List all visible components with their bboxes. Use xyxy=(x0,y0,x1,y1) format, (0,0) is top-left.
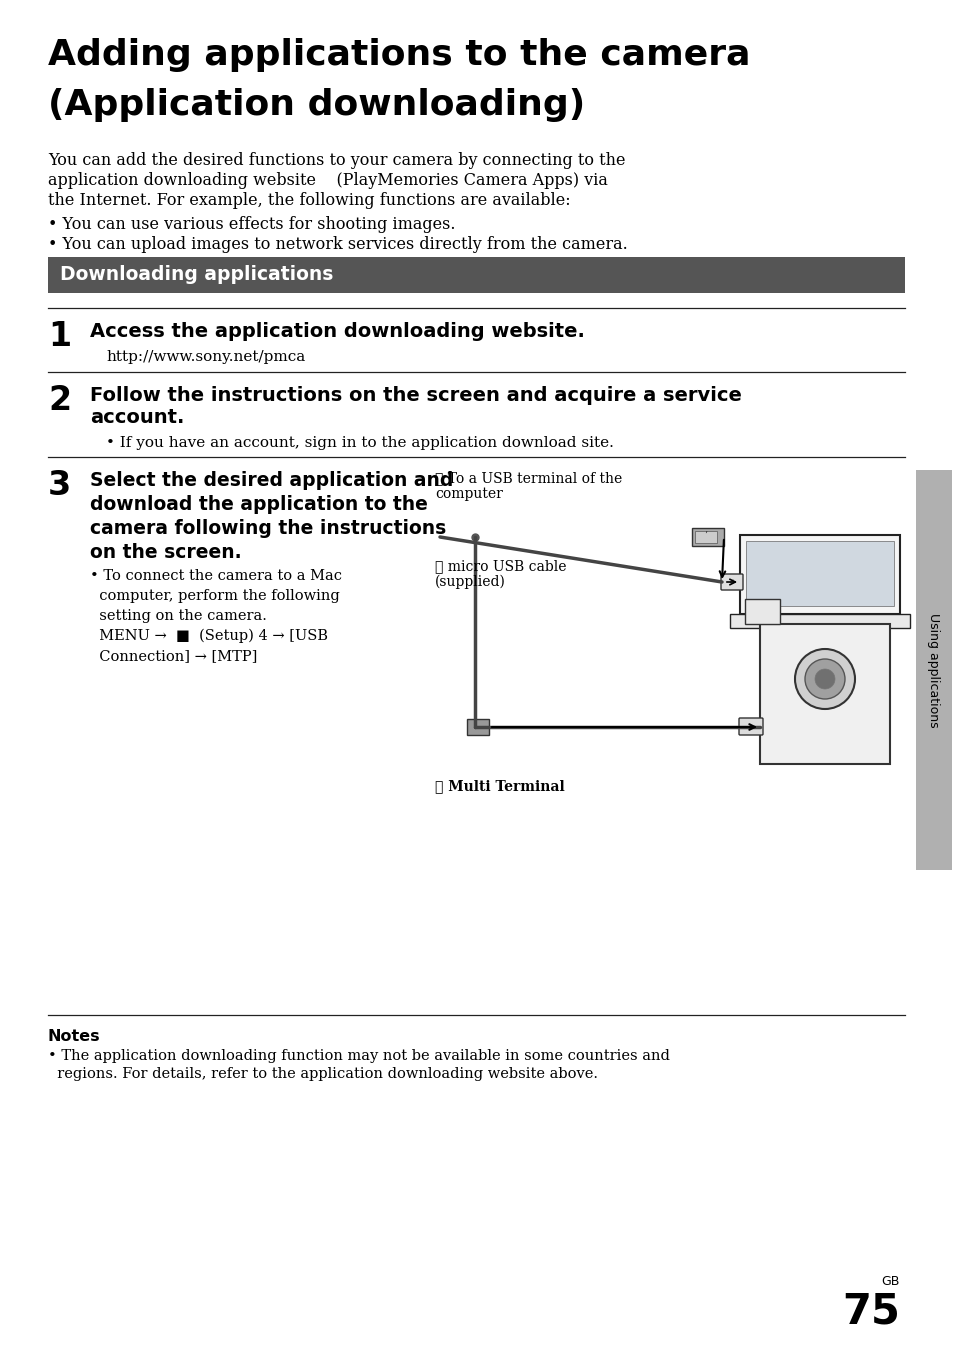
Text: Adding applications to the camera: Adding applications to the camera xyxy=(48,38,750,73)
Text: setting on the camera.: setting on the camera. xyxy=(90,609,267,623)
Circle shape xyxy=(804,659,844,699)
Text: You can add the desired functions to your camera by connecting to the: You can add the desired functions to you… xyxy=(48,152,625,169)
Bar xyxy=(760,624,889,764)
Text: (supplied): (supplied) xyxy=(435,576,505,589)
FancyBboxPatch shape xyxy=(739,718,762,734)
Bar xyxy=(48,257,904,293)
Text: ’: ’ xyxy=(703,531,707,541)
Bar xyxy=(745,541,893,607)
Text: Access the application downloading website.: Access the application downloading websi… xyxy=(90,321,584,342)
Text: Connection] → [MTP]: Connection] → [MTP] xyxy=(90,650,257,663)
Text: 3: 3 xyxy=(48,469,71,502)
Text: application downloading website    (PlayMemories Camera Apps) via: application downloading website (PlayMem… xyxy=(48,172,607,190)
Text: regions. For details, refer to the application downloading website above.: regions. For details, refer to the appli… xyxy=(48,1067,598,1081)
Circle shape xyxy=(794,650,854,709)
Text: download the application to the: download the application to the xyxy=(90,495,428,514)
Text: computer, perform the following: computer, perform the following xyxy=(90,589,339,603)
Text: ③ Multi Terminal: ③ Multi Terminal xyxy=(435,779,564,794)
Text: • If you have an account, sign in to the application download site.: • If you have an account, sign in to the… xyxy=(106,436,613,451)
Text: 2: 2 xyxy=(48,385,71,417)
Text: • You can upload images to network services directly from the camera.: • You can upload images to network servi… xyxy=(48,235,627,253)
Bar xyxy=(467,720,489,734)
Text: • You can use various effects for shooting images.: • You can use various effects for shooti… xyxy=(48,217,455,233)
Bar xyxy=(729,615,909,628)
Text: Notes: Notes xyxy=(48,1029,100,1044)
Bar xyxy=(744,599,780,624)
Text: Using applications: Using applications xyxy=(926,613,940,728)
Text: Select the desired application and: Select the desired application and xyxy=(90,471,453,490)
Text: computer: computer xyxy=(435,487,502,500)
Text: GB: GB xyxy=(881,1275,899,1289)
Text: camera following the instructions: camera following the instructions xyxy=(90,519,446,538)
Text: on the screen.: on the screen. xyxy=(90,543,241,562)
Text: 1: 1 xyxy=(48,320,71,352)
FancyBboxPatch shape xyxy=(720,574,742,590)
Bar xyxy=(915,469,951,870)
Text: ① To a USB terminal of the: ① To a USB terminal of the xyxy=(435,471,621,486)
Bar xyxy=(740,535,899,615)
Text: • To connect the camera to a Mac: • To connect the camera to a Mac xyxy=(90,569,341,582)
Bar xyxy=(695,531,717,543)
Text: Follow the instructions on the screen and acquire a service: Follow the instructions on the screen an… xyxy=(90,386,741,405)
Text: http://www.sony.net/pmca: http://www.sony.net/pmca xyxy=(106,350,305,364)
Text: 75: 75 xyxy=(841,1290,899,1332)
Text: (Application downloading): (Application downloading) xyxy=(48,87,584,122)
Text: • The application downloading function may not be available in some countries an: • The application downloading function m… xyxy=(48,1049,669,1063)
Text: ✓: ✓ xyxy=(728,578,734,585)
Circle shape xyxy=(814,668,834,689)
Text: account.: account. xyxy=(90,408,184,426)
Bar xyxy=(691,529,723,546)
Text: ② micro USB cable: ② micro USB cable xyxy=(435,560,566,573)
Text: the Internet. For example, the following functions are available:: the Internet. For example, the following… xyxy=(48,192,570,208)
Text: Downloading applications: Downloading applications xyxy=(60,265,333,284)
Text: MENU →  ■  (Setup) 4 → [USB: MENU → ■ (Setup) 4 → [USB xyxy=(90,629,328,643)
